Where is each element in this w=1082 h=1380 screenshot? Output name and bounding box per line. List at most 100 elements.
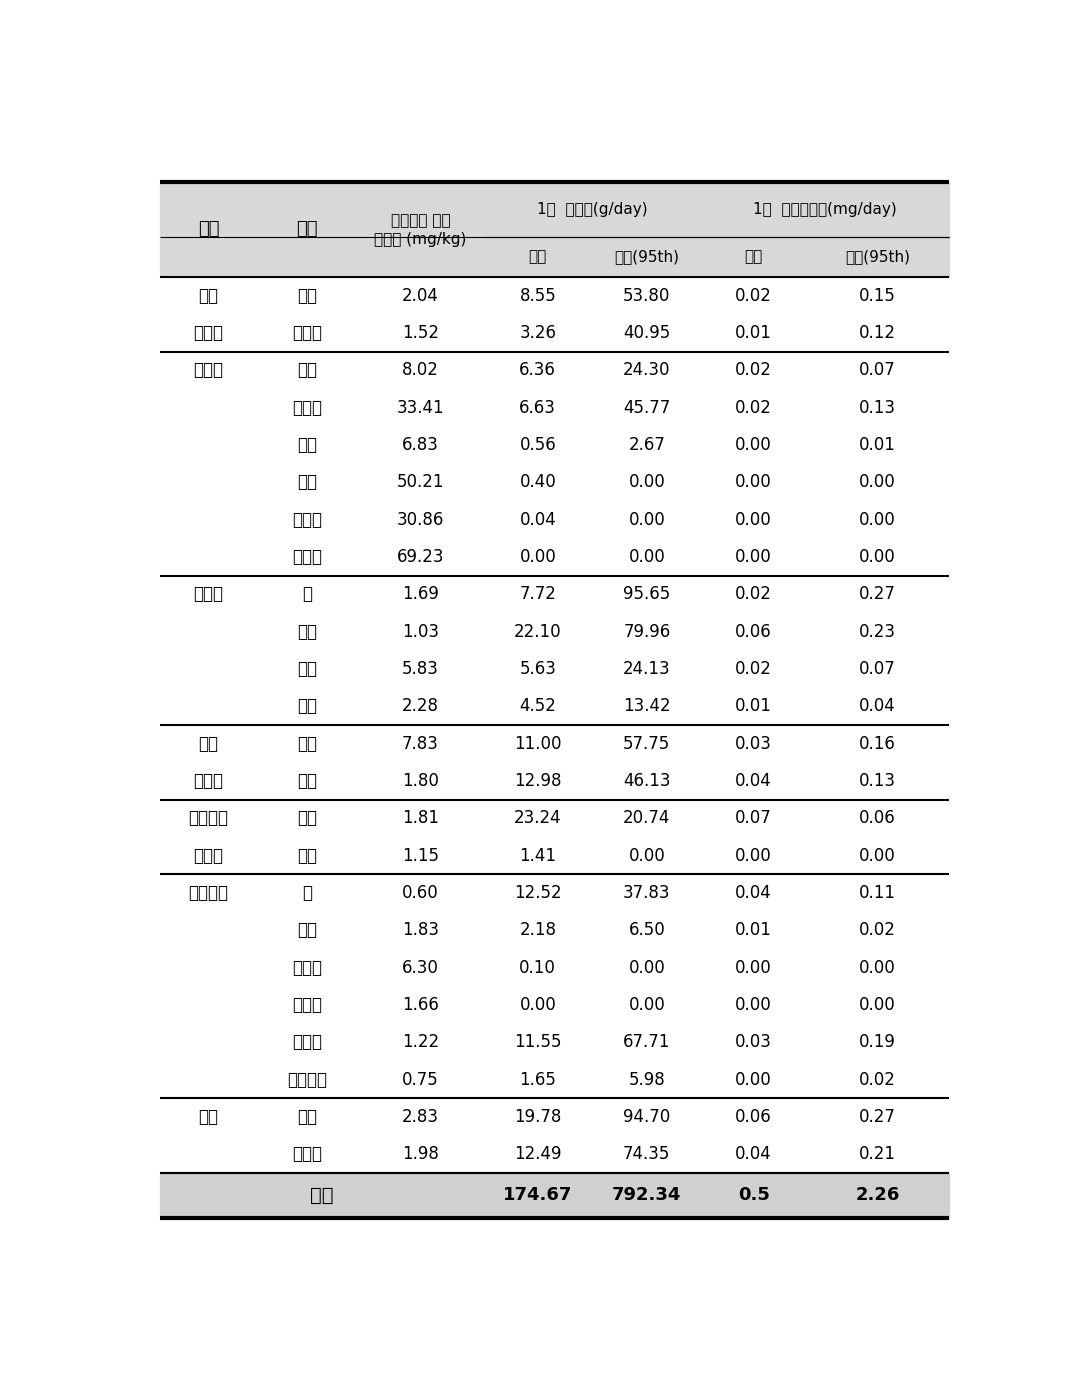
Text: 0.03: 0.03 xyxy=(736,734,773,752)
Text: 0.06: 0.06 xyxy=(736,622,773,640)
Text: 37.83: 37.83 xyxy=(623,885,671,903)
Text: 0.11: 0.11 xyxy=(859,885,896,903)
Text: 0.00: 0.00 xyxy=(629,959,665,977)
Text: 0.02: 0.02 xyxy=(736,362,773,380)
Text: 0.00: 0.00 xyxy=(859,996,896,1014)
Text: 양파: 양파 xyxy=(298,622,317,640)
Text: 8.55: 8.55 xyxy=(519,287,556,305)
Text: 근대: 근대 xyxy=(298,473,317,491)
Text: 0.00: 0.00 xyxy=(736,548,773,566)
Text: 0.04: 0.04 xyxy=(736,771,773,789)
Text: 20.74: 20.74 xyxy=(623,809,671,828)
Text: 평균: 평균 xyxy=(529,250,546,265)
Text: 40.95: 40.95 xyxy=(623,324,671,342)
Text: 0.75: 0.75 xyxy=(403,1071,438,1089)
Text: 0.02: 0.02 xyxy=(736,399,773,417)
Text: 0.00: 0.00 xyxy=(859,847,896,865)
Text: 1.41: 1.41 xyxy=(519,847,556,865)
Text: 근채류: 근채류 xyxy=(194,585,224,603)
Text: 5.98: 5.98 xyxy=(629,1071,665,1089)
Text: 분류: 분류 xyxy=(198,221,220,239)
Text: 부추: 부추 xyxy=(298,922,317,940)
Bar xyxy=(160,182,949,277)
Text: 1일  섭취량(g/day): 1일 섭취량(g/day) xyxy=(537,201,647,217)
Text: 95.65: 95.65 xyxy=(623,585,671,603)
Text: 0.00: 0.00 xyxy=(629,847,665,865)
Text: 50.21: 50.21 xyxy=(397,473,444,491)
Text: 3.26: 3.26 xyxy=(519,324,556,342)
Text: 0.02: 0.02 xyxy=(736,287,773,305)
Text: 12.49: 12.49 xyxy=(514,1145,562,1163)
Text: 0.00: 0.00 xyxy=(629,548,665,566)
Text: 0.04: 0.04 xyxy=(859,697,896,715)
Text: 박꼬이외: 박꼬이외 xyxy=(188,809,228,828)
Text: 22.10: 22.10 xyxy=(514,622,562,640)
Text: 0.01: 0.01 xyxy=(736,922,773,940)
Text: 0.21: 0.21 xyxy=(859,1145,896,1163)
Text: 0.00: 0.00 xyxy=(736,996,773,1014)
Text: 0.15: 0.15 xyxy=(859,287,896,305)
Text: 결구: 결구 xyxy=(199,287,219,305)
Text: 57.75: 57.75 xyxy=(623,734,671,752)
Text: 엽채류: 엽채류 xyxy=(194,362,224,380)
Text: 1.03: 1.03 xyxy=(401,622,439,640)
Bar xyxy=(160,1173,949,1217)
Text: 고추: 고추 xyxy=(298,809,317,828)
Text: 마늘: 마늘 xyxy=(298,697,317,715)
Text: 무: 무 xyxy=(302,585,312,603)
Text: 박과: 박과 xyxy=(199,734,219,752)
Text: 53.80: 53.80 xyxy=(623,287,671,305)
Text: 0.27: 0.27 xyxy=(859,1108,896,1126)
Text: 0.02: 0.02 xyxy=(736,660,773,678)
Text: 0.16: 0.16 xyxy=(859,734,896,752)
Text: 0.40: 0.40 xyxy=(519,473,556,491)
Text: 0.00: 0.00 xyxy=(736,511,773,529)
Text: 1.65: 1.65 xyxy=(519,1071,556,1089)
Text: 6.83: 6.83 xyxy=(401,436,439,454)
Text: 1.52: 1.52 xyxy=(401,324,439,342)
Text: 1.81: 1.81 xyxy=(401,809,439,828)
Text: 2.28: 2.28 xyxy=(401,697,439,715)
Text: 0.00: 0.00 xyxy=(736,959,773,977)
Text: 0.00: 0.00 xyxy=(736,436,773,454)
Text: 아질산염 평균: 아질산염 평균 xyxy=(391,214,450,228)
Text: 0.07: 0.07 xyxy=(736,809,773,828)
Text: 호박: 호박 xyxy=(298,734,317,752)
Text: 33.41: 33.41 xyxy=(396,399,445,417)
Text: 0.00: 0.00 xyxy=(629,996,665,1014)
Text: 24.13: 24.13 xyxy=(623,660,671,678)
Text: 평균: 평균 xyxy=(744,250,763,265)
Text: 6.63: 6.63 xyxy=(519,399,556,417)
Text: 치커리: 치커리 xyxy=(292,511,322,529)
Text: 0.27: 0.27 xyxy=(859,585,896,603)
Text: 8.02: 8.02 xyxy=(401,362,439,380)
Text: 79.96: 79.96 xyxy=(623,622,671,640)
Text: 6.50: 6.50 xyxy=(629,922,665,940)
Text: 1.15: 1.15 xyxy=(401,847,439,865)
Text: 극단(95th): 극단(95th) xyxy=(845,250,910,265)
Text: 2.04: 2.04 xyxy=(401,287,439,305)
Text: 1.66: 1.66 xyxy=(401,996,439,1014)
Text: 총합: 총합 xyxy=(311,1185,333,1205)
Text: 13.42: 13.42 xyxy=(623,697,671,715)
Text: 67.71: 67.71 xyxy=(623,1034,671,1052)
Text: 당근: 당근 xyxy=(298,660,317,678)
Text: 0.00: 0.00 xyxy=(519,996,556,1014)
Text: 0.00: 0.00 xyxy=(859,473,896,491)
Text: 0.07: 0.07 xyxy=(859,362,896,380)
Text: 0.23: 0.23 xyxy=(859,622,896,640)
Text: 24.30: 24.30 xyxy=(623,362,671,380)
Text: 2.18: 2.18 xyxy=(519,922,556,940)
Text: 12.98: 12.98 xyxy=(514,771,562,789)
Text: 감자: 감자 xyxy=(298,1108,317,1126)
Text: 46.13: 46.13 xyxy=(623,771,671,789)
Text: 74.35: 74.35 xyxy=(623,1145,671,1163)
Text: 6.36: 6.36 xyxy=(519,362,556,380)
Text: 0.00: 0.00 xyxy=(736,473,773,491)
Text: 0.00: 0.00 xyxy=(736,847,773,865)
Text: 1일  인체노출량(mg/day): 1일 인체노출량(mg/day) xyxy=(753,201,897,217)
Text: 792.34: 792.34 xyxy=(612,1187,682,1205)
Text: 45.77: 45.77 xyxy=(623,399,671,417)
Text: 2.67: 2.67 xyxy=(629,436,665,454)
Text: 0.13: 0.13 xyxy=(859,771,896,789)
